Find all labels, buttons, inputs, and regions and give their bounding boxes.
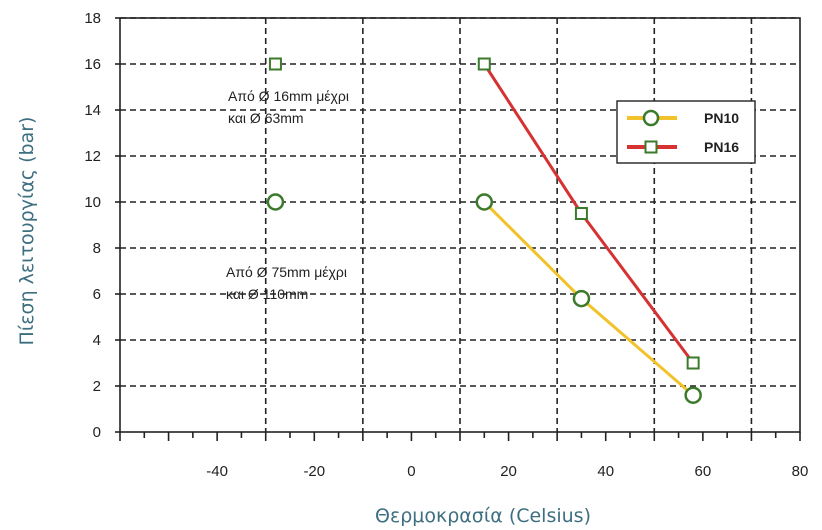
data-point (477, 57, 491, 71)
y-tick-label: 12 (84, 148, 101, 165)
annotation: Από Ø 16mm μέχρι και Ø 63mm (228, 88, 349, 126)
x-axis-title: Θερμοκρασία (Celsius) (375, 505, 591, 527)
y-tick-label: 2 (93, 378, 101, 395)
y-tick-label: 0 (93, 424, 101, 441)
y-tick-label: 10 (84, 194, 101, 211)
y-tick-label: 6 (93, 286, 101, 303)
x-tick-label: 20 (500, 463, 517, 480)
annotation: Από Ø 75mm μέχρι και Ø 110mm (226, 264, 347, 302)
tick-labels: -40 -20 0 20 40 60 80 0 2 4 6 8 10 12 14 16 18 (84, 10, 808, 480)
x-tick-label: 40 (597, 463, 614, 480)
grid (120, 17, 800, 432)
data-point (475, 193, 494, 211)
series-pn10 (266, 193, 702, 404)
axes (115, 17, 801, 441)
annotations: Από Ø 16mm μέχρι και Ø 63mm Από Ø 75mm μέχ… (226, 88, 349, 302)
y-tick-label: 4 (93, 332, 101, 349)
y-axis-title: Πίεση λειτουργίας (bar) (16, 117, 38, 346)
series (266, 57, 702, 404)
x-tick-label: -40 (206, 463, 228, 480)
legend-box (616, 100, 756, 164)
series-pn16 (268, 57, 700, 370)
y-tick-label: 8 (93, 240, 101, 257)
data-point (268, 57, 282, 71)
y-tick-label: 16 (84, 56, 101, 73)
legend: PN10 PN16 (616, 100, 756, 164)
data-point (572, 289, 591, 308)
legend-label: PN10 (704, 110, 739, 126)
annotation-line: Από Ø 16mm μέχρι (228, 88, 349, 104)
annotation-line: Από Ø 75mm μέχρι (226, 264, 347, 280)
legend-marker (642, 109, 660, 127)
data-point (684, 386, 702, 404)
x-tick-label: 80 (792, 463, 809, 480)
annotation-line: και Ø 110mm (226, 286, 308, 302)
legend-marker (644, 140, 658, 154)
data-point (266, 193, 285, 211)
data-point (686, 356, 700, 370)
y-tick-label: 14 (84, 102, 101, 119)
x-tick-label: 60 (695, 463, 712, 480)
annotation-line: και Ø 63mm (228, 110, 304, 126)
data-point (574, 207, 588, 220)
x-tick-label: 0 (407, 463, 415, 480)
legend-label: PN16 (704, 139, 739, 155)
x-tick-label: -20 (303, 463, 325, 480)
y-tick-label: 18 (84, 10, 101, 27)
